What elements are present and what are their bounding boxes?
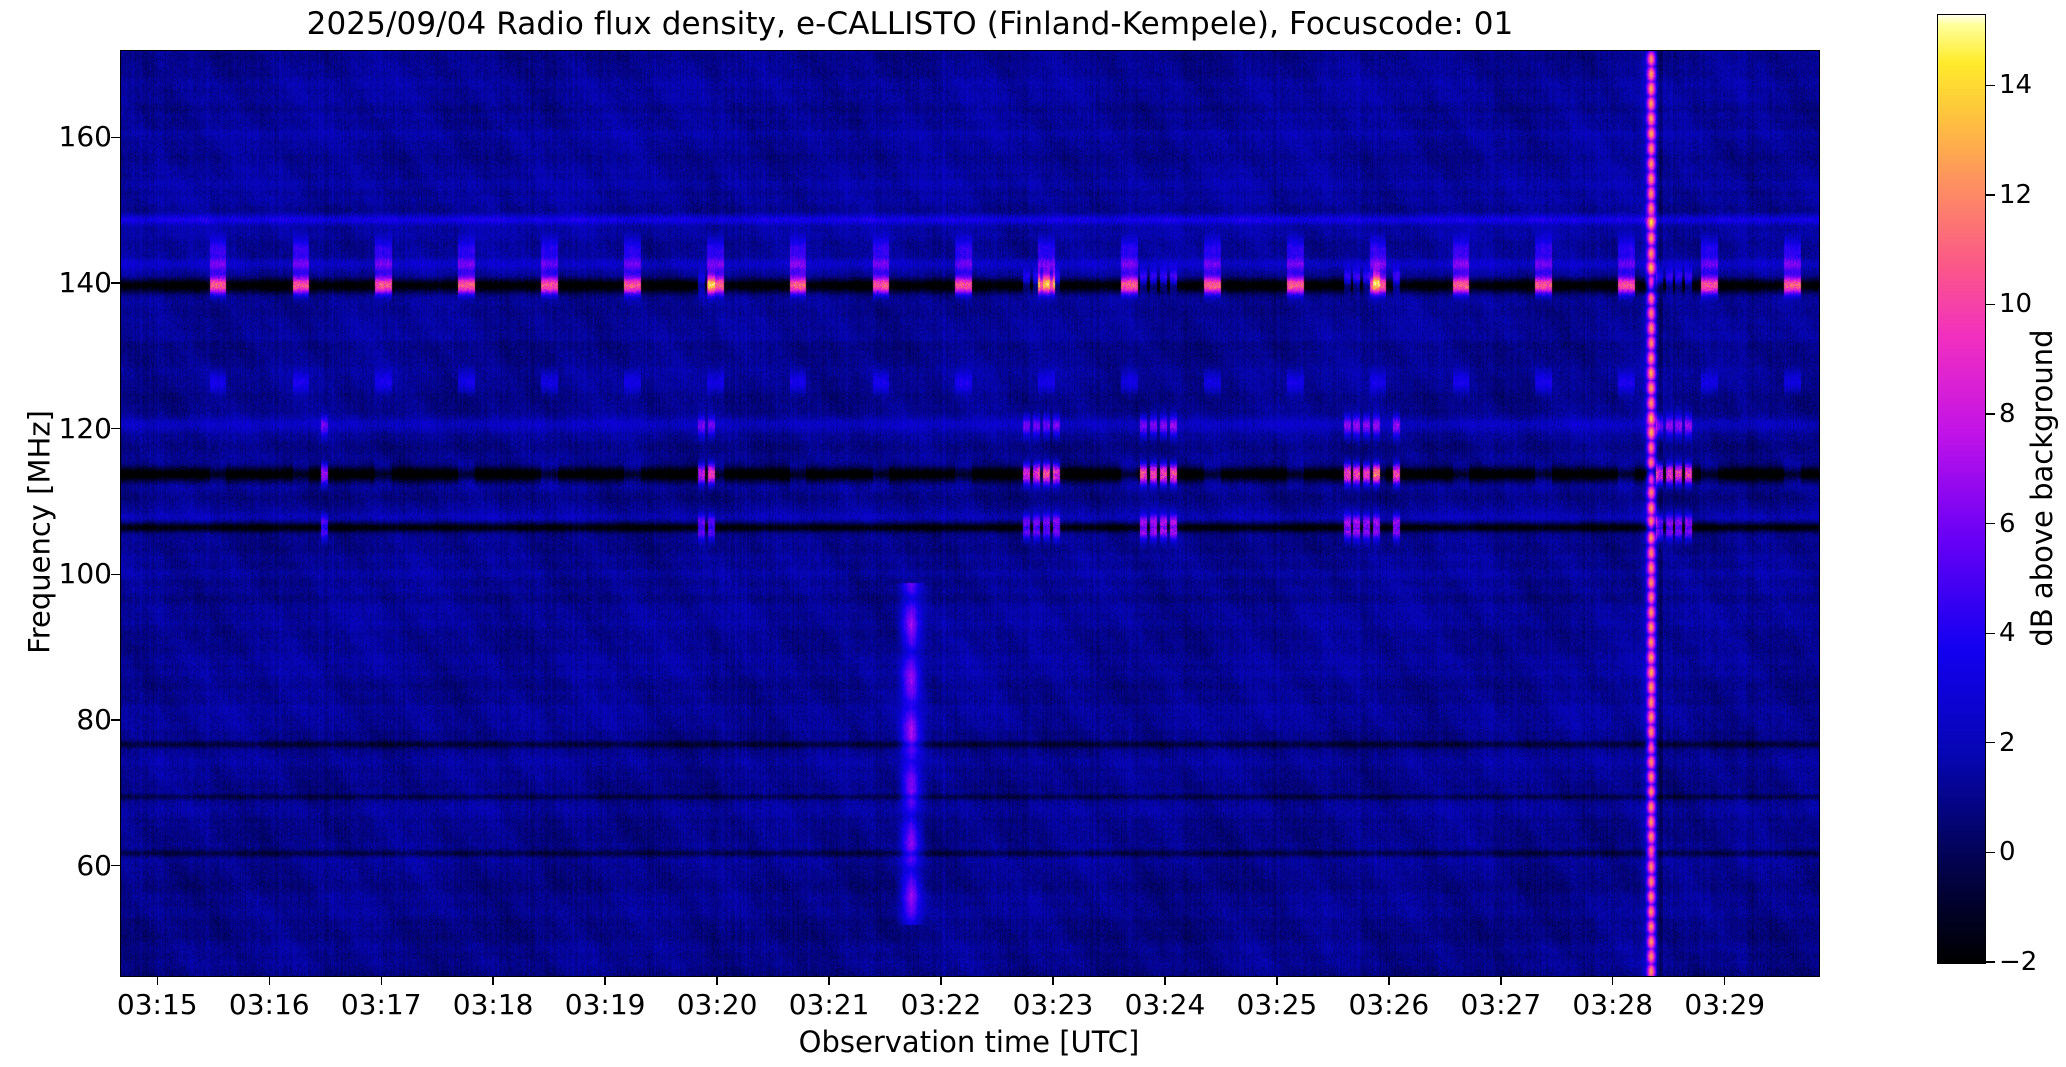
y-tick-mark <box>111 136 120 139</box>
x-tick-label: 03:20 <box>676 988 758 1021</box>
spectrogram-axes[interactable] <box>120 50 1820 977</box>
colorbar-tick-label: 4 <box>1999 618 2016 649</box>
colorbar-tick-mark <box>1986 413 1995 415</box>
x-tick-mark <box>1388 976 1390 985</box>
colorbar-tick-label: 12 <box>1999 179 2033 210</box>
x-tick-label: 03:29 <box>1684 988 1766 1021</box>
y-tick-label: 80 <box>76 703 112 737</box>
colorbar-tick-label: 10 <box>1999 289 2033 320</box>
y-tick-mark <box>111 865 120 867</box>
colorbar-tick-label: 14 <box>1999 70 2033 101</box>
x-tick-mark <box>716 976 718 985</box>
x-tick-mark <box>380 976 382 985</box>
x-tick-mark <box>1052 976 1054 985</box>
y-tick-label: 160 <box>58 120 112 154</box>
x-tick-label: 03:21 <box>788 988 870 1021</box>
y-tick-label: 120 <box>58 411 112 445</box>
colorbar-tick-mark <box>1986 303 1995 306</box>
x-tick-mark <box>828 976 830 985</box>
y-tick-label: 100 <box>58 557 112 591</box>
colorbar-tick-label: 0 <box>1999 837 2016 868</box>
colorbar-label: dB above background <box>2025 329 2059 647</box>
colorbar-tick-mark <box>1986 851 1995 854</box>
colorbar-tick-label: 6 <box>1999 508 2016 539</box>
x-tick-label: 03:17 <box>340 988 422 1021</box>
x-tick-mark <box>156 976 158 985</box>
colorbar[interactable] <box>1937 14 1986 964</box>
x-tick-mark <box>1276 976 1278 985</box>
colorbar-tick-label: 8 <box>1999 399 2016 430</box>
x-tick-label: 03:26 <box>1348 988 1430 1021</box>
x-tick-mark <box>1164 976 1166 985</box>
x-tick-mark <box>1500 976 1502 985</box>
x-tick-label: 03:25 <box>1236 988 1318 1021</box>
y-tick-mark <box>111 573 120 576</box>
x-tick-label: 03:18 <box>452 988 534 1021</box>
y-tick-mark <box>111 428 120 430</box>
y-tick-mark <box>111 282 120 284</box>
y-tick-label: 60 <box>76 848 112 882</box>
colorbar-tick-mark <box>1986 84 1995 86</box>
spectrogram-image[interactable] <box>121 51 1819 976</box>
x-axis-label: Observation time [UTC] <box>798 1025 1140 1059</box>
x-tick-label: 03:22 <box>900 988 982 1021</box>
x-tick-label: 03:24 <box>1124 988 1206 1021</box>
y-tick-label: 140 <box>58 266 112 300</box>
x-tick-label: 03:16 <box>228 988 310 1021</box>
y-tick-mark <box>111 719 120 721</box>
x-tick-mark <box>1724 976 1726 985</box>
page-title: 2025/09/04 Radio flux density, e-CALLIST… <box>306 6 1514 42</box>
x-tick-label: 03:27 <box>1460 988 1542 1021</box>
colorbar-tick-label: −2 <box>1999 947 2038 977</box>
x-tick-mark <box>1612 976 1614 985</box>
x-tick-mark <box>604 976 606 985</box>
colorbar-tick-mark <box>1986 522 1995 525</box>
colorbar-tick-mark <box>1986 961 1995 963</box>
colorbar-tick-mark <box>1986 632 1995 634</box>
colorbar-tick-mark <box>1986 194 1995 196</box>
x-tick-label: 03:15 <box>116 988 198 1021</box>
colorbar-tick-label: 2 <box>1999 727 2016 758</box>
x-tick-mark <box>940 976 942 985</box>
x-tick-mark <box>492 976 494 985</box>
colorbar-gradient <box>1938 15 1985 963</box>
x-tick-mark <box>268 976 270 985</box>
colorbar-tick-mark <box>1986 742 1995 744</box>
x-tick-label: 03:28 <box>1572 988 1654 1021</box>
x-tick-label: 03:23 <box>1012 988 1094 1021</box>
x-tick-label: 03:19 <box>564 988 646 1021</box>
